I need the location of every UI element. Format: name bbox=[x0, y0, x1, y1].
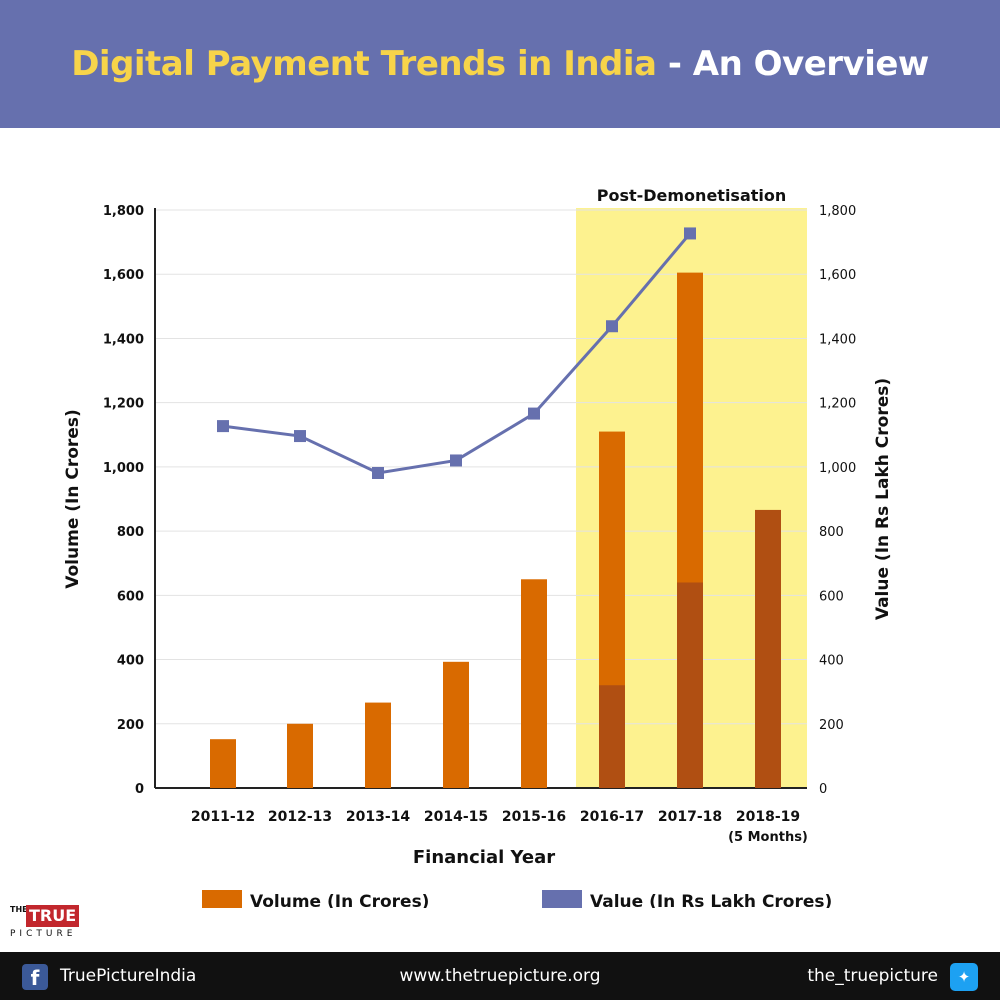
twitter-handle[interactable]: the_truepicture bbox=[807, 966, 938, 986]
title-main: Digital Payment Trends in India bbox=[71, 44, 657, 84]
y-tick-left: 0 bbox=[135, 782, 144, 797]
page-header: Digital Payment Trends in India - An Ove… bbox=[0, 0, 1000, 128]
twitter-icon[interactable]: ✦ bbox=[950, 963, 978, 991]
bar-shade bbox=[599, 685, 625, 788]
line-point bbox=[294, 430, 306, 443]
x-tick: 2017-18 bbox=[658, 809, 722, 825]
x-tick-sublabel: (5 Months) bbox=[728, 830, 808, 845]
y-tick-left: 800 bbox=[117, 525, 144, 540]
x-tick: 2012-13 bbox=[268, 809, 332, 825]
y-tick-left: 400 bbox=[117, 654, 144, 669]
legend-swatch-value bbox=[542, 890, 582, 908]
y-tick-right: 800 bbox=[819, 525, 844, 540]
bar bbox=[443, 661, 469, 788]
x-tick: 2018-19 bbox=[736, 809, 800, 825]
line-point bbox=[606, 320, 618, 333]
y-tick-left: 1,600 bbox=[103, 268, 144, 283]
x-tick: 2011-12 bbox=[191, 809, 255, 825]
page-title: Digital Payment Trends in India - An Ove… bbox=[71, 44, 929, 84]
brand-logo: THE TRUE PICTURE bbox=[10, 905, 92, 945]
y-tick-left: 1,800 bbox=[103, 204, 144, 219]
legend-label-volume: Volume (In Crores) bbox=[250, 892, 429, 908]
line-point bbox=[217, 420, 229, 433]
chart: Post-Demonetisation 0 0 200 200 400 400 600 600 8… bbox=[63, 186, 893, 908]
highlight-label: Post-Demonetisation bbox=[597, 186, 787, 205]
y-tick-right: 400 bbox=[819, 654, 844, 669]
bar bbox=[521, 579, 547, 788]
bar bbox=[287, 723, 313, 788]
y-tick-left: 600 bbox=[117, 589, 144, 604]
y-tick-right: 1,600 bbox=[819, 268, 856, 283]
x-tick: 2016-17 bbox=[580, 809, 644, 825]
y-tick-left: 1,200 bbox=[103, 397, 144, 412]
y-tick-left: 1,000 bbox=[103, 461, 144, 476]
y-tick-left: 200 bbox=[117, 718, 144, 733]
facebook-icon[interactable]: f bbox=[22, 964, 48, 990]
website-link[interactable]: www.thetruepicture.org bbox=[399, 966, 601, 986]
y-tick-right: 0 bbox=[819, 782, 827, 797]
facebook-handle[interactable]: TruePictureIndia bbox=[60, 966, 197, 986]
y-tick-right: 1,000 bbox=[819, 461, 856, 476]
x-tick: 2013-14 bbox=[346, 809, 411, 825]
line-point bbox=[528, 407, 540, 420]
line-point bbox=[372, 466, 384, 479]
y-tick-right: 600 bbox=[819, 589, 844, 604]
x-tick: 2014-15 bbox=[424, 809, 488, 825]
y-axis-label-left: Volume (In Crores) bbox=[63, 409, 83, 588]
y-tick-right: 1,400 bbox=[819, 332, 856, 347]
y-tick-right: 1,800 bbox=[819, 204, 856, 219]
line-point bbox=[450, 454, 462, 467]
footer-bar: f TruePictureIndia www.thetruepicture.or… bbox=[0, 952, 1000, 1000]
logo-true: TRUE bbox=[26, 905, 80, 927]
y-tick-right: 200 bbox=[819, 718, 844, 733]
title-sub: - An Overview bbox=[667, 44, 929, 84]
x-axis-label: Financial Year bbox=[413, 847, 555, 868]
y-axis-label-right: Value (In Rs Lakh Crores) bbox=[873, 378, 893, 620]
bar bbox=[365, 702, 391, 788]
x-tick: 2015-16 bbox=[502, 809, 566, 825]
legend-label-value: Value (In Rs Lakh Crores) bbox=[590, 892, 832, 908]
bar bbox=[755, 509, 781, 788]
line-point bbox=[684, 227, 696, 240]
bar bbox=[210, 739, 236, 788]
logo-picture: PICTURE bbox=[10, 929, 77, 939]
logo-the: THE bbox=[10, 905, 28, 914]
y-tick-left: 1,400 bbox=[103, 332, 144, 347]
y-tick-right: 1,200 bbox=[819, 397, 856, 412]
legend-swatch-volume bbox=[202, 890, 242, 908]
bar-shade bbox=[677, 582, 703, 788]
